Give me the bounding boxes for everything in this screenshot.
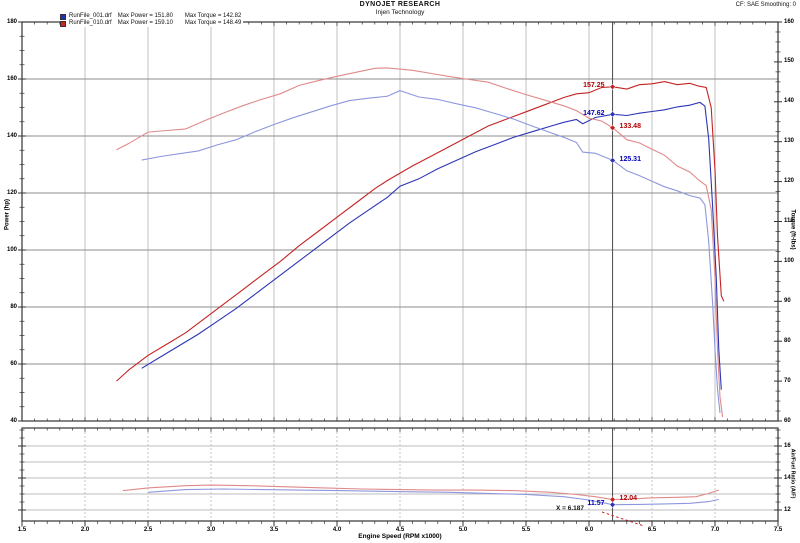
x-tick-label: 6.5 — [647, 527, 657, 533]
power-torque-plot-area[interactable] — [22, 22, 778, 421]
curve-afr-red-run010 — [122, 484, 719, 501]
torque-tick-label: 120 — [784, 178, 795, 185]
marker-diamond — [609, 124, 616, 131]
legend-row-run010[interactable]: RunFile_010.drf Max Power = 159.10 Max T… — [60, 20, 244, 27]
afr-tick-label: 16 — [784, 442, 791, 449]
legend-file-name: RunFile_010.drf — [69, 20, 112, 26]
marker-value-label: 12.04 — [619, 495, 638, 503]
legend: RunFile_001.drf Max Power = 151.80 Max T… — [60, 13, 244, 27]
marker-value-label: 125.31 — [619, 155, 641, 163]
x-tick-label: 2.0 — [80, 527, 90, 533]
legend-max-torque: Max Torque = 142.82 — [184, 13, 242, 19]
marker-value-label: 133.48 — [619, 123, 641, 131]
page-subtitle: Injen Technology — [375, 9, 425, 16]
marker-diamond — [609, 501, 616, 508]
marker-value-label: 147.62 — [583, 109, 605, 117]
afr-tick-label: 14 — [784, 474, 791, 481]
legend-max-power: Max Power = 151.80 — [117, 13, 173, 19]
torque-tick-label: 160 — [784, 18, 795, 25]
legend-row-run001[interactable]: RunFile_001.drf Max Power = 151.80 Max T… — [60, 13, 244, 20]
legend-max-power: Max Power = 159.10 — [117, 20, 173, 26]
page-title: DYNOJET RESEARCH — [359, 1, 441, 8]
afr-plot-area[interactable] — [22, 428, 778, 521]
curve-torque-blue-run001 — [141, 90, 721, 414]
torque-tick-label: 60 — [784, 417, 791, 424]
x-tick-label: 5.0 — [458, 527, 468, 533]
marker-diamond — [609, 157, 616, 164]
marker-value-label: 157.25 — [583, 82, 605, 90]
x-tick-label: 7.5 — [773, 527, 783, 533]
legend-swatch-blue — [60, 13, 66, 20]
x-tick-label: 1.5 — [17, 527, 27, 533]
torque-tick-label: 80 — [784, 337, 791, 344]
power-tick-label: 120 — [6, 189, 17, 196]
legend-file-name: RunFile_001.drf — [69, 13, 112, 19]
curve-torque-red-run010 — [116, 67, 724, 418]
x-tick-label: 3.0 — [206, 527, 216, 533]
power-tick-label: 60 — [10, 360, 17, 367]
x-tick-label: 6.0 — [584, 527, 594, 533]
torque-tick-label: 100 — [784, 257, 795, 264]
power-tick-label: 40 — [10, 417, 17, 424]
power-tick-label: 160 — [6, 75, 17, 82]
cursor-leader-line — [601, 511, 645, 527]
torque-tick-label: 90 — [784, 297, 791, 304]
power-tick-label: 80 — [10, 303, 17, 310]
power-tick-label: 140 — [6, 132, 17, 139]
marker-diamond — [609, 83, 616, 90]
cursor-x-label: X = 6.187 — [556, 505, 585, 512]
curve-power-red-run010 — [116, 81, 725, 382]
torque-tick-label: 70 — [784, 377, 791, 384]
x-tick-label: 5.5 — [521, 527, 531, 533]
torque-axis-title: Torque (ft-lbs) — [789, 209, 796, 250]
curve-power-blue-run001 — [141, 101, 722, 390]
x-tick-label: 2.5 — [143, 527, 153, 533]
torque-tick-label: 110 — [784, 218, 794, 224]
x-tick-label: 4.0 — [332, 527, 342, 533]
power-tick-label: 180 — [6, 18, 17, 25]
x-tick-label: 4.5 — [395, 527, 405, 533]
torque-tick-label: 150 — [784, 58, 795, 65]
correction-info: CF: SAE Smoothing: 0 — [735, 2, 796, 8]
torque-tick-label: 130 — [784, 138, 795, 145]
afr-tick-label: 12 — [784, 506, 791, 513]
marker-diamond — [609, 111, 616, 118]
x-axis-title: Engine Speed (RPM x1000) — [358, 533, 442, 540]
power-tick-label: 100 — [6, 246, 17, 253]
x-tick-label: 3.5 — [269, 527, 279, 533]
x-tick-label: 7.0 — [710, 527, 720, 533]
marker-value-label: 11.57 — [587, 500, 605, 508]
legend-max-torque: Max Torque = 148.49 — [184, 20, 242, 26]
torque-tick-label: 140 — [784, 98, 795, 105]
curve-afr-blue-run001 — [147, 488, 719, 506]
legend-swatch-red — [60, 20, 66, 27]
